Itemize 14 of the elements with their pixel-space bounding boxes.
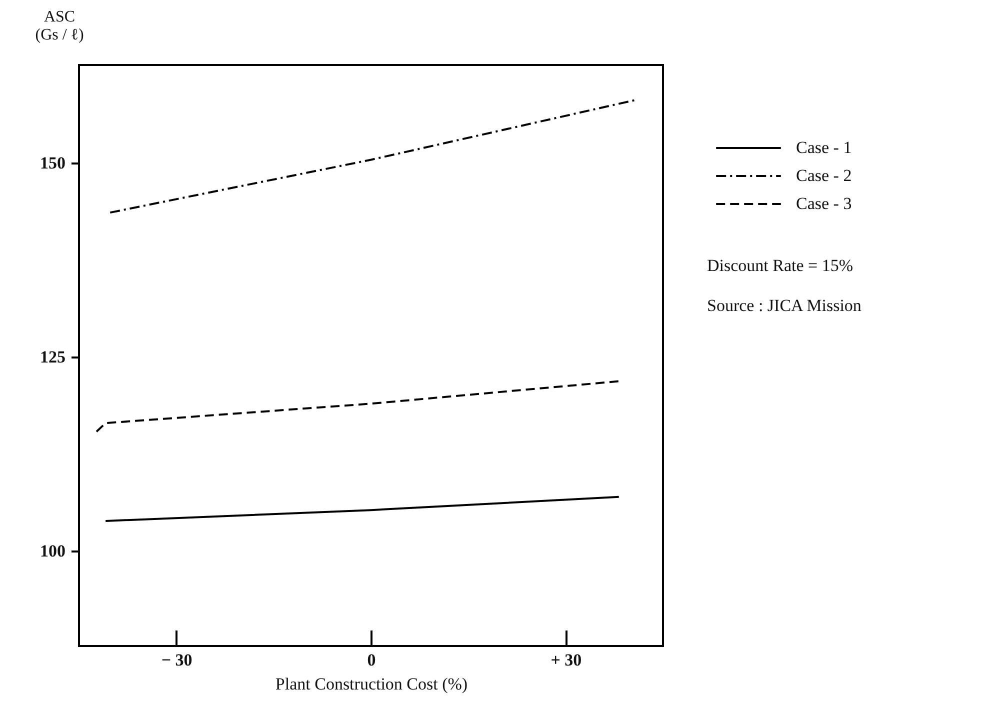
legend-label: Case - 2 — [796, 166, 852, 185]
x-tick-label: 0 — [367, 650, 376, 670]
line-series — [96, 380, 622, 433]
source-note: Source : JICA Mission — [707, 296, 862, 316]
text: Discount Rate = 15% — [707, 256, 854, 276]
y-tick-label: 125 — [40, 348, 66, 367]
legend-label: Case - 1 — [796, 138, 852, 157]
y-tick-label: 100 — [40, 542, 66, 561]
x-axis-title: Plant Construction Cost (%) — [275, 674, 468, 694]
y-tick-label: 150 — [40, 153, 66, 172]
x-tick-label: + 30 — [550, 650, 582, 670]
legend-label: Case - 3 — [796, 194, 852, 213]
y-axis-title: ASC (Gs / ℓ) — [35, 8, 84, 44]
x-tick-label: − 30 — [161, 650, 192, 670]
